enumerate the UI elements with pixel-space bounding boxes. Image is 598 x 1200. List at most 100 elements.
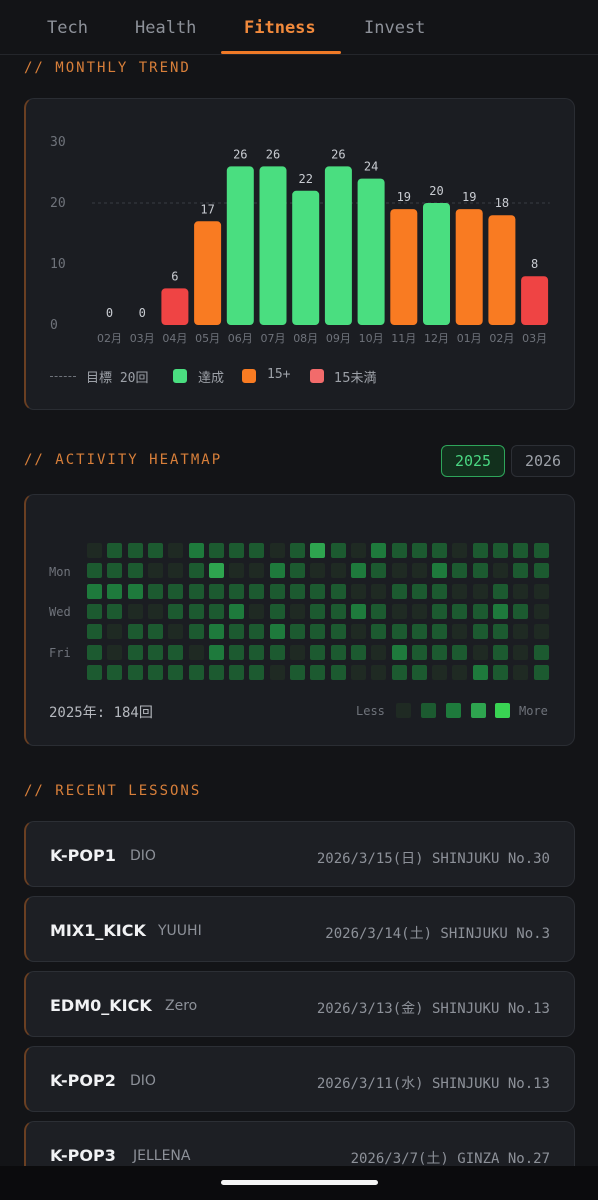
bar	[521, 276, 549, 325]
bar-value-label: 20	[429, 184, 443, 198]
x-tick-label: 11月	[391, 332, 416, 345]
heatmap-cell	[107, 583, 123, 599]
heatmap-summary: 2025年: 184回	[49, 705, 153, 721]
low-legend-label: 15未満	[334, 371, 377, 386]
tab-fitness[interactable]: Fitness	[244, 18, 316, 38]
heatmap-cell	[269, 644, 285, 660]
lesson-item[interactable]: EDM0_KICK Zero 2026/3/13(金) SHINJUKU No.…	[24, 971, 575, 1037]
heatmap-cell	[533, 644, 549, 660]
tab-health[interactable]: Health	[135, 18, 197, 38]
heatmap-cell	[330, 644, 346, 660]
heatmap-cell	[168, 644, 184, 660]
heatmap-cell	[350, 603, 366, 619]
mid-legend-swatch	[242, 369, 256, 383]
heatmap-cell	[371, 543, 387, 558]
lesson-instructor: JELLENA	[133, 1148, 191, 1164]
heatmap-cell	[188, 563, 204, 579]
heatmap-cell	[127, 603, 143, 619]
heatmap-cell	[391, 624, 407, 640]
heatmap-cell	[208, 644, 224, 660]
heatmap-cell	[168, 583, 184, 599]
heatmap-cell	[249, 563, 265, 579]
day-label-mon: Mon	[49, 565, 71, 579]
heatmap-cell	[310, 644, 326, 660]
recent-lessons-title: // RECENT LESSONS	[24, 783, 202, 799]
heatmap-cell	[330, 543, 346, 558]
lesson-name: K-POP2	[50, 1071, 116, 1090]
y-tick-label: 10	[50, 257, 66, 272]
bar-value-label: 22	[298, 172, 312, 186]
bar-value-label: 0	[106, 306, 113, 320]
heatmap-cell	[310, 603, 326, 619]
heatmap-cell	[371, 583, 387, 599]
lesson-instructor: YUUHI	[158, 923, 202, 939]
heatmap-cell	[513, 583, 529, 599]
heatmap-cell	[432, 543, 448, 558]
heatmap-cell	[147, 603, 163, 619]
tab-bar: Tech Health Fitness Invest	[0, 0, 598, 55]
heatmap-cell	[472, 583, 488, 599]
bar	[194, 221, 222, 325]
mid-legend-label: 15+	[267, 367, 291, 382]
heatmap-cell	[188, 624, 204, 640]
heatmap-cell	[188, 543, 204, 558]
goal-legend-label: 目標 20回	[86, 371, 149, 386]
heatmap-cell	[472, 644, 488, 660]
heatmap-cell	[472, 543, 488, 558]
heatmap-cell	[411, 664, 427, 680]
year-2026-button[interactable]: 2026	[511, 445, 575, 477]
heatmap-cell	[87, 644, 102, 660]
tab-invest[interactable]: Invest	[364, 18, 426, 38]
tab-tech[interactable]: Tech	[47, 18, 88, 38]
heatmap-cell	[290, 624, 305, 640]
heatmap-cell	[452, 563, 468, 579]
heatmap-cell	[411, 624, 427, 640]
bar	[357, 178, 385, 325]
heatmap-cell	[391, 664, 407, 680]
heatmap-cell	[127, 543, 143, 558]
heatmap-cell	[472, 603, 488, 619]
year-2025-button[interactable]: 2025	[441, 445, 505, 477]
bar-value-label: 0	[139, 306, 146, 320]
heatmap-cell	[330, 563, 346, 579]
heatmap-cell	[290, 583, 305, 599]
heatmap-cell	[330, 664, 346, 680]
heatmap-cell	[493, 603, 508, 619]
bar	[292, 190, 320, 325]
heatmap-cell	[168, 624, 184, 640]
heatmap-cell	[493, 624, 508, 640]
heatmap-cell	[290, 543, 305, 558]
bar-value-label: 8	[531, 257, 538, 271]
achieved-legend-swatch	[173, 369, 187, 383]
heatmap-cell	[208, 583, 224, 599]
heatmap-cell	[310, 543, 326, 558]
lesson-name: EDM0_KICK	[50, 996, 152, 1015]
lesson-instructor: DIO	[130, 848, 156, 864]
heatmap-cell	[452, 644, 468, 660]
heatmap-cell	[249, 603, 265, 619]
heatmap-cell	[249, 543, 265, 558]
lesson-item[interactable]: MIX1_KICK YUUHI 2026/3/14(土) SHINJUKU No…	[24, 896, 575, 962]
heatmap-cell	[249, 624, 265, 640]
heatmap-cell	[472, 563, 488, 579]
low-legend-swatch	[310, 369, 324, 383]
y-tick-label: 30	[50, 135, 66, 150]
bar-value-label: 19	[397, 190, 411, 204]
lesson-item[interactable]: K-POP1 DIO 2026/3/15(日) SHINJUKU No.30	[24, 821, 575, 887]
lesson-meta: 2026/3/7(土) GINZA No.27	[350, 1151, 550, 1167]
heatmap-cell	[310, 563, 326, 579]
monthly-trend-chart: 0 10 20 30 0 02月 0 03月 6 04月 17 05月 26 06月 26 07月 22 08月 2…	[50, 135, 550, 345]
heatmap-cell	[391, 644, 407, 660]
heatmap-cell	[533, 563, 549, 579]
heatmap-cell	[147, 543, 163, 558]
heatmap-cell	[107, 624, 123, 640]
heatmap-cell	[350, 563, 366, 579]
heatmap-cell	[229, 644, 245, 660]
home-indicator[interactable]	[221, 1180, 378, 1185]
heatmap-cell	[432, 624, 448, 640]
bar-value-label: 26	[331, 147, 345, 161]
lesson-meta: 2026/3/13(金) SHINJUKU No.13	[316, 1001, 550, 1017]
heatmap-cell	[229, 603, 245, 619]
heatmap-cell	[533, 624, 549, 640]
lesson-item[interactable]: K-POP2 DIO 2026/3/11(水) SHINJUKU No.13	[24, 1046, 575, 1112]
